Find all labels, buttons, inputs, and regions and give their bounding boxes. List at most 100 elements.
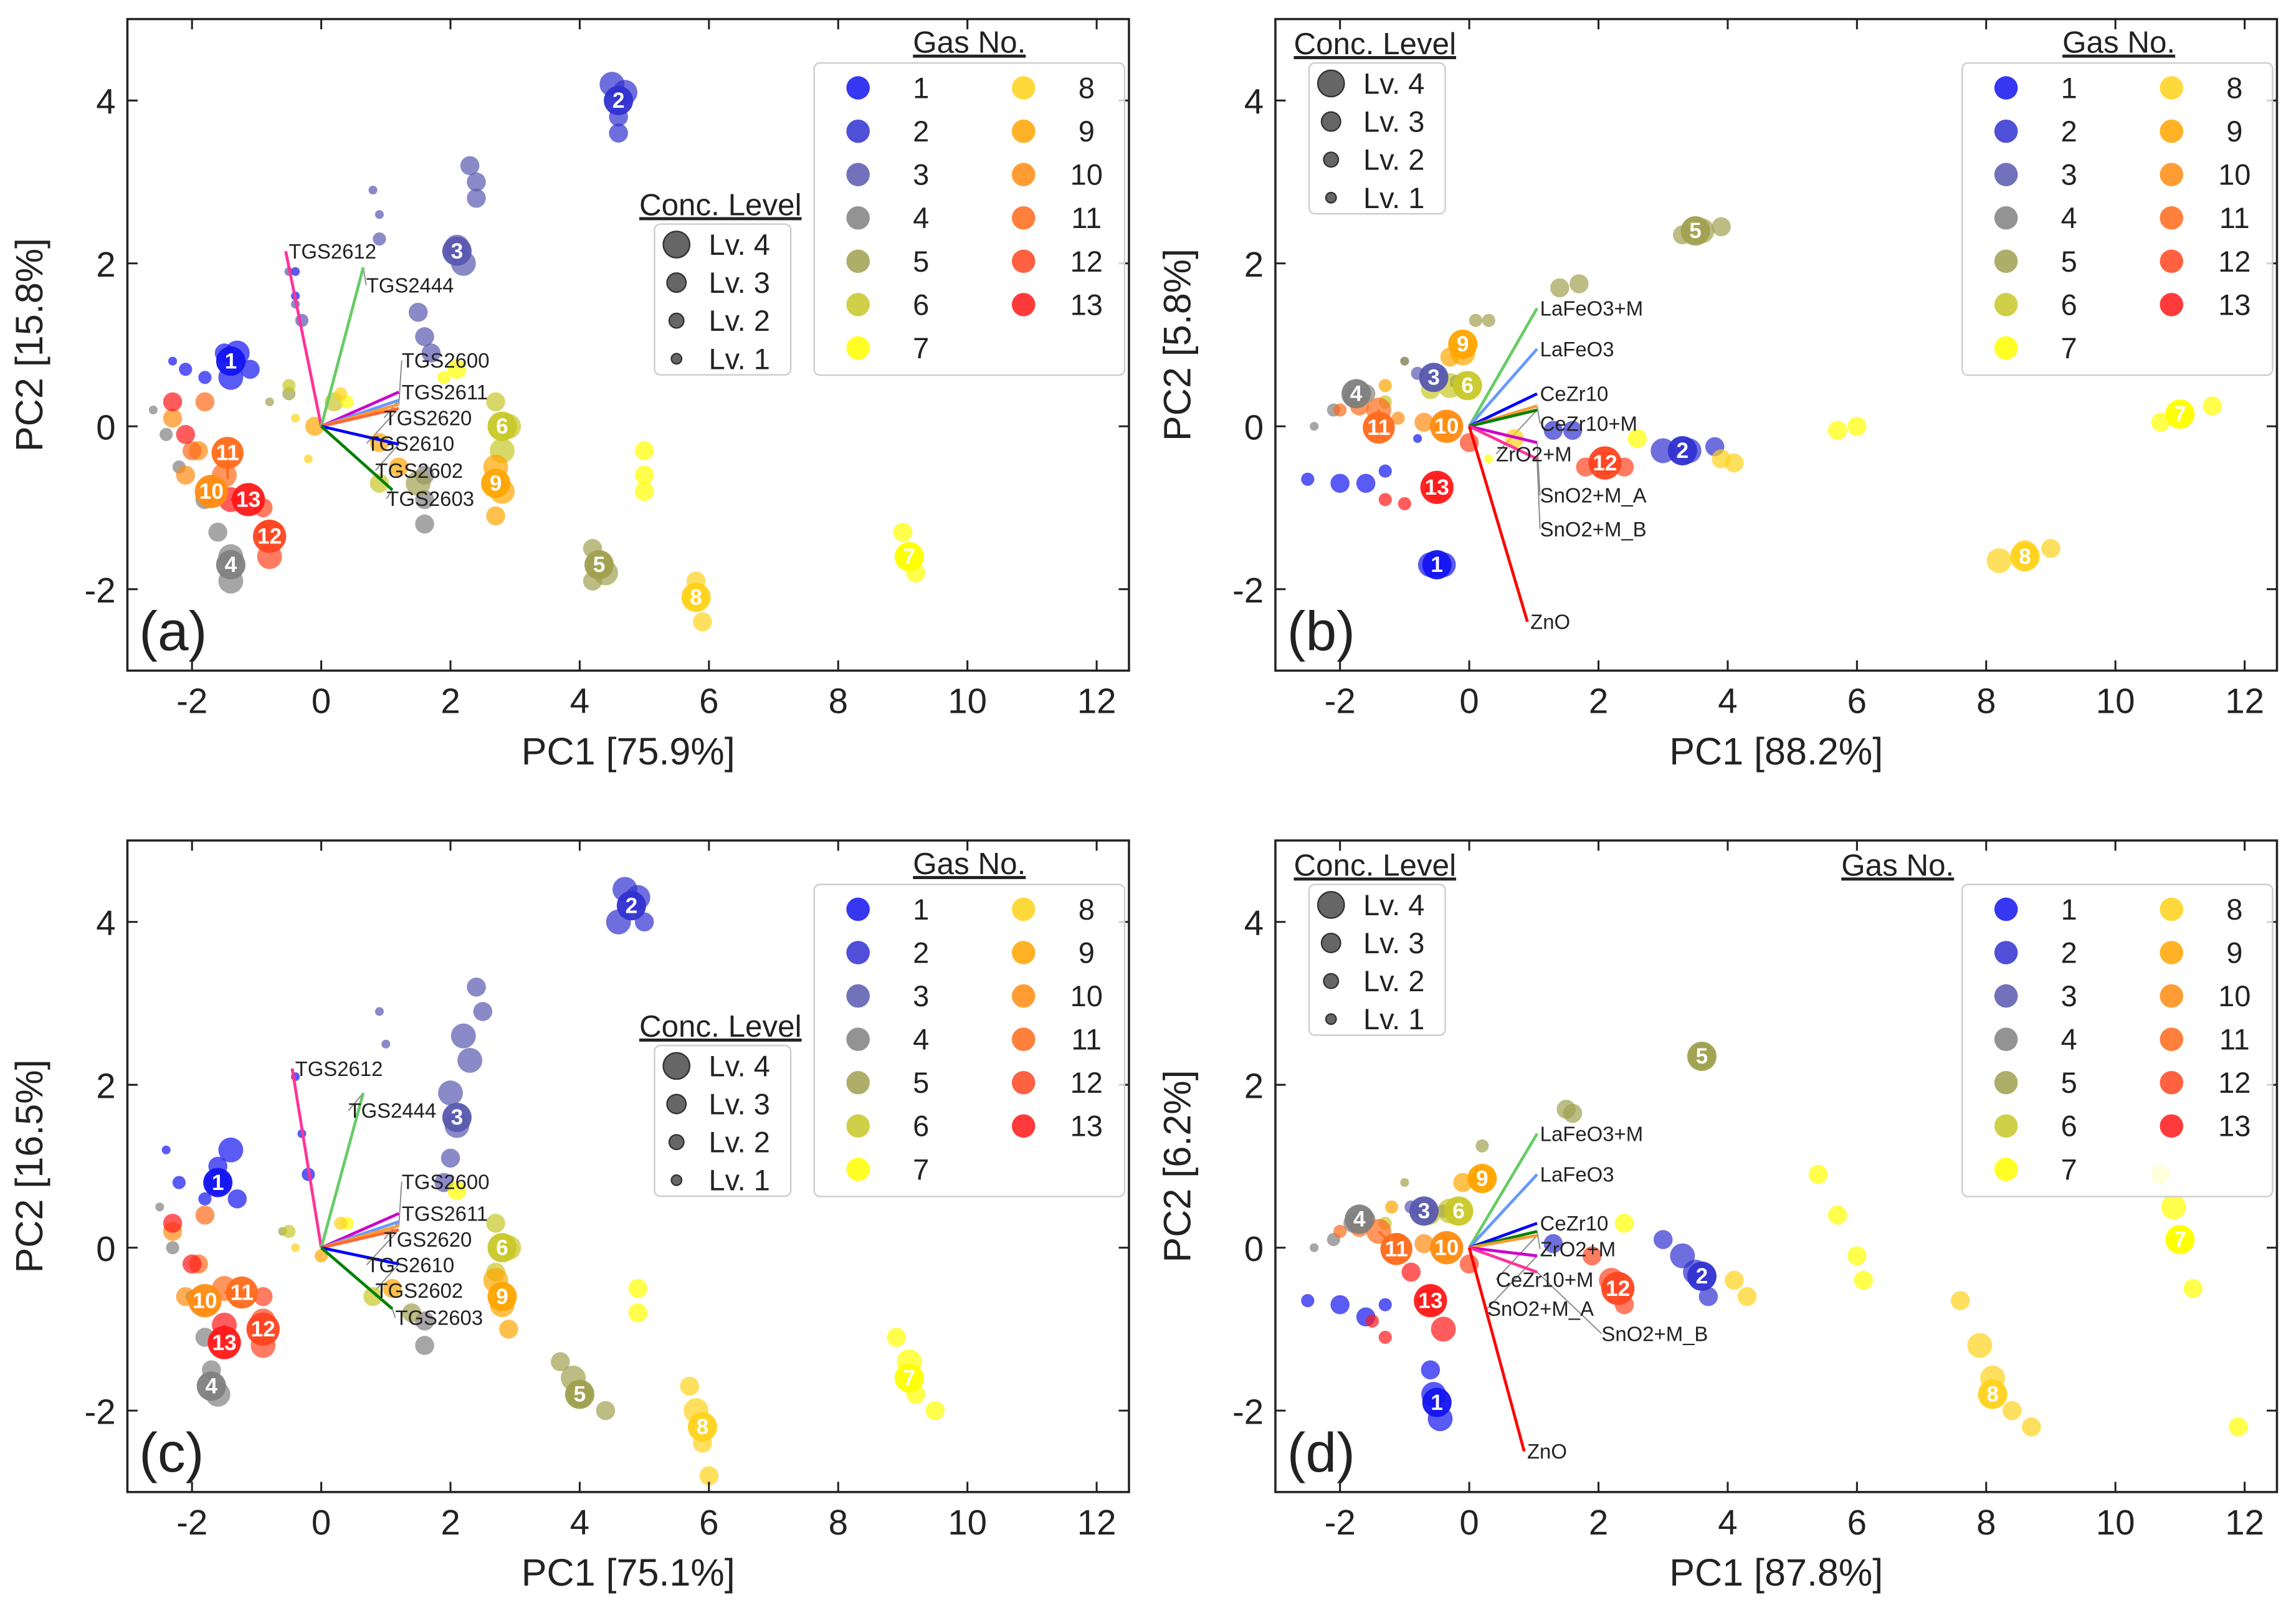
x-tick-label: 4 [570,682,589,721]
panel-label: (c) [139,1421,204,1483]
cluster-marker [1345,1204,1374,1234]
data-point-gas-6 [282,1224,296,1239]
loading-vector [320,1092,365,1249]
x-tick-label: 10 [948,1503,987,1542]
data-point-gas-13 [176,425,196,444]
cluster-label: 6 [1461,374,1474,398]
cluster-label: 9 [1476,1166,1489,1191]
gas-legend-label: 9 [2226,115,2242,148]
gas-legend-marker [1994,941,2018,964]
loading-vector [1469,1246,1538,1274]
gas-legend-marker [846,336,870,360]
conc-legend-label: Lv. 3 [1363,105,1424,138]
data-point-gas-5 [1469,313,1483,327]
x-tick-label: 0 [312,682,331,721]
data-point-gas-13 [163,392,183,412]
conc-legend-marker [666,272,687,293]
cluster-marker [1978,1379,2008,1409]
conc-legend-marker [1317,891,1345,919]
x-tick-label: 12 [1077,1503,1117,1542]
y-tick-label: 2 [96,245,115,284]
gas-legend-label: 10 [1070,158,1103,191]
cluster-label: 6 [496,414,508,439]
loading-label: TGS2602 [375,459,463,482]
loading-label: TGS2610 [366,432,454,455]
gas-legend-label: 8 [1079,893,1095,926]
x-tick-label: 6 [1847,1503,1867,1542]
data-point-gas-4 [415,514,434,534]
data-point-gas-3 [373,232,386,246]
cluster-label: 6 [1452,1199,1465,1224]
gas-legend-marker [1994,1114,2018,1138]
loading-label: TGS2612 [288,240,376,263]
cluster-marker [194,475,228,508]
gas-legend-label: 2 [2061,936,2077,969]
gas-legend-label: 4 [2061,201,2077,234]
conc-legend-box [1308,62,1446,215]
data-point-gas-7 [2161,1194,2186,1220]
data-point-gas-3 [368,186,378,195]
cluster-label: 3 [1427,366,1440,390]
data-point-gas-9 [315,1249,328,1263]
x-tick-label: 6 [699,1503,718,1542]
conc-legend-label: Lv. 1 [708,342,769,375]
gas-legend-box [813,62,1126,376]
data-point-gas-13 [163,1214,183,1233]
conc-legend-label: Lv. 4 [1363,888,1424,921]
data-point-gas-7 [628,1278,648,1298]
conc-legend-box [654,1044,792,1197]
cluster-label: 1 [225,349,237,373]
gas-legend-label: 13 [2218,1110,2251,1143]
gas-legend-marker [2160,163,2184,186]
gas-legend-label: 5 [2061,245,2077,278]
gas-legend-label: 10 [1070,979,1103,1012]
conc-legend-label: Lv. 4 [708,1049,769,1082]
x-tick-label: 0 [312,1503,331,1542]
cluster-marker [216,346,245,376]
data-point-gas-13 [1431,1316,1456,1342]
data-point-gas-1 [179,363,193,376]
loading-label-leader [1536,1231,1541,1249]
data-point-gas-6 [282,379,296,393]
data-point-gas-8 [1986,548,2012,573]
cluster-marker [1419,363,1449,393]
x-tick-label: 8 [1976,682,1996,721]
gas-legend-label: 9 [2226,936,2242,969]
plot-frame [126,17,1130,672]
panel-b: 12345678910111213LaFeO3+MLaFeO3CeZr10CeZ… [1156,17,2279,773]
cluster-marker [564,1379,594,1409]
cluster-marker [216,550,245,579]
data-point-gas-5 [1475,1139,1489,1153]
conc-legend-marker [1320,933,1341,953]
data-point-gas-5 [1482,313,1495,327]
cluster-label: 11 [231,1280,254,1305]
loading-label: LaFeO3+M [1540,1122,1643,1145]
data-point-gas-7 [2203,396,2222,416]
gas-legend-label: 1 [2061,893,2077,926]
cluster-label: 4 [1350,382,1363,406]
x-tick-label: 4 [1718,682,1737,721]
data-point-gas-1 [172,1176,186,1189]
conc-legend-title: Conc. Level [639,1009,802,1044]
loading-label: SnO2+M_A [1487,1297,1594,1320]
data-point-gas-7 [628,1303,648,1323]
conc-legend-title: Conc. Level [1293,848,1456,882]
cluster-marker [1430,409,1464,443]
data-point-gas-4 [155,1202,164,1212]
cluster-marker [487,411,517,441]
loading-label: SnO2+M_B [1601,1322,1708,1345]
data-point-gas-5 [1563,1103,1583,1123]
conc-legend-marker [1320,111,1341,132]
data-point-gas-1 [1421,1360,1441,1380]
conc-legend-label: Lv. 3 [708,1088,769,1121]
data-point-gas-8 [1725,1270,1744,1290]
data-point-gas-13 [1398,497,1411,511]
data-point-gas-1 [1330,474,1350,493]
loading-vector [321,1246,399,1266]
gas-legend-label: 6 [2061,1110,2077,1143]
x-axis-label: PC1 [88.2%] [1669,730,1883,773]
conc-legend-marker [1325,191,1337,204]
y-tick-label: 2 [1244,245,1264,284]
data-point-gas-6 [369,474,389,493]
cluster-label: 1 [1431,1391,1443,1415]
